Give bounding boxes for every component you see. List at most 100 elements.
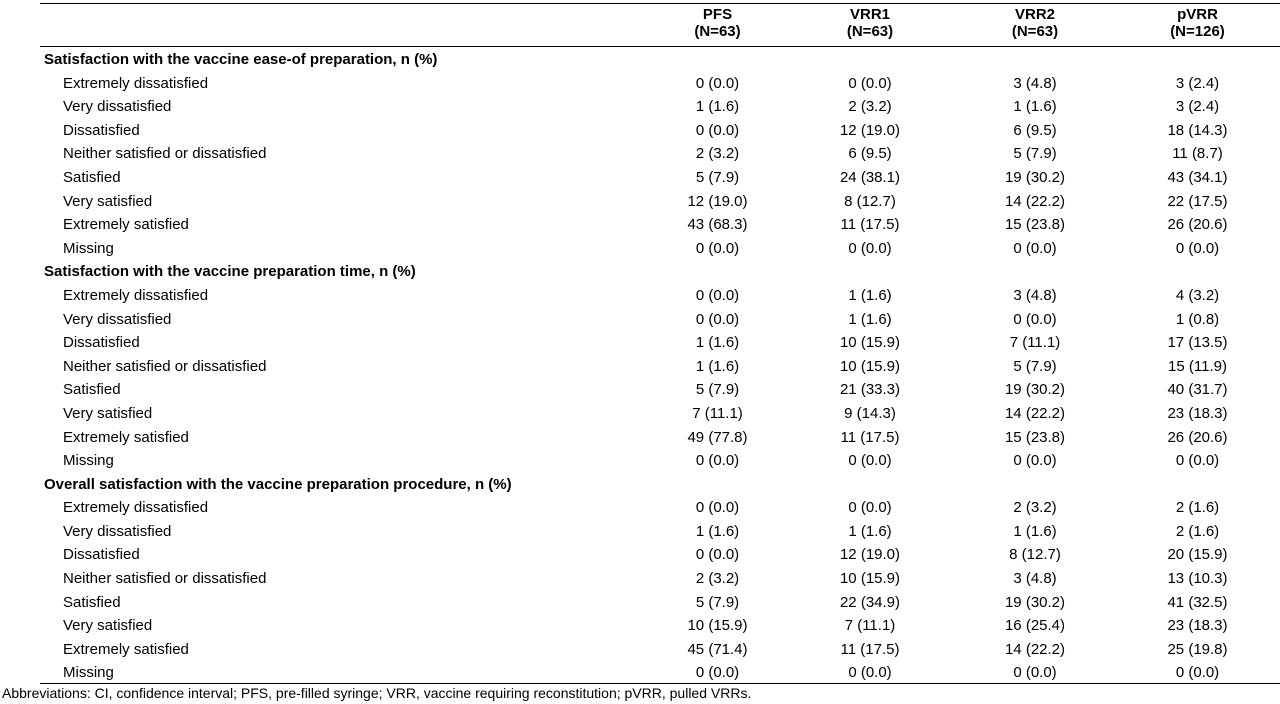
cell-value: 0 (0.0) xyxy=(1013,452,1057,470)
cell-value: 18 (14.3) xyxy=(1167,121,1228,139)
cell-value: 12 (19.0) xyxy=(839,546,901,564)
section-title: Satisfaction with the vaccine preparatio… xyxy=(44,263,416,281)
cell-value: 19 (30.2) xyxy=(1004,593,1066,611)
table-row: Extremely satisfied 49 (77.8) 11 (17.5) 15 … xyxy=(40,426,1280,450)
cell-value: 2 (1.6) xyxy=(1175,499,1220,517)
cell-value: 14 (22.2) xyxy=(1004,192,1066,210)
column-header-pvrr: pVRR (N=126) xyxy=(1115,4,1280,48)
cell-value: 19 (30.2) xyxy=(1004,168,1066,186)
cell-value: 3 (2.4) xyxy=(1175,74,1220,92)
row-label: Extremely satisfied xyxy=(63,428,189,446)
table-header-rule xyxy=(40,46,1280,47)
cell-value: 0 (0.0) xyxy=(1013,310,1057,328)
row-label: Missing xyxy=(63,664,114,682)
cell-value: 0 (0.0) xyxy=(695,286,740,304)
cell-value: 0 (0.0) xyxy=(848,452,892,470)
row-label: Neither satisfied or dissatisfied xyxy=(63,145,267,163)
header-row: PFS (N=63) VRR1 (N=63) VRR2 (N=63) pVRR … xyxy=(40,4,1280,48)
cell-value: 4 (3.2) xyxy=(1175,286,1220,304)
cell-value: 1 (1.6) xyxy=(848,310,892,328)
row-label: Dissatisfied xyxy=(63,546,140,564)
table-row: Extremely satisfied 43 (68.3) 11 (17.5) 15 … xyxy=(40,213,1280,237)
table-row: Satisfied 5 (7.9) 24 (38.1) 19 (30.2) 43 (34… xyxy=(40,166,1280,190)
column-header-pfs: PFS (N=63) xyxy=(650,4,785,48)
table-row: Very dissatisfied 1 (1.6) 1 (1.6) 1 (1.6) 2 … xyxy=(40,520,1280,544)
cell-value: 0 (0.0) xyxy=(695,310,740,328)
cell-value: 0 (0.0) xyxy=(1175,664,1220,682)
cell-value: 0 (0.0) xyxy=(848,664,892,682)
table-row: Neither satisfied or dissatisfied 2 (3.2)… xyxy=(40,142,1280,166)
table-row: Extremely dissatisfied 0 (0.0) 0 (0.0) 2 (3… xyxy=(40,496,1280,520)
row-label: Missing xyxy=(63,452,114,470)
satisfaction-table: PFS (N=63) VRR1 (N=63) VRR2 (N=63) pVRR … xyxy=(40,4,1280,685)
section-heading-row: Satisfaction with the vaccine preparatio… xyxy=(40,260,1280,284)
cell-value: 6 (9.5) xyxy=(848,145,892,163)
cell-value: 10 (15.9) xyxy=(839,357,901,375)
table-row: Dissatisfied 1 (1.6) 10 (15.9) 7 (11.1) 17 (… xyxy=(40,331,1280,355)
cell-value: 22 (34.9) xyxy=(839,593,901,611)
cell-value: 10 (15.9) xyxy=(839,334,901,352)
cell-value: 3 (4.8) xyxy=(1013,74,1057,92)
cell-value: 0 (0.0) xyxy=(695,239,740,257)
cell-value: 3 (4.8) xyxy=(1013,286,1057,304)
cell-value: 1 (1.6) xyxy=(1013,98,1057,116)
row-label: Very dissatisfied xyxy=(63,310,172,328)
cell-value: 5 (7.9) xyxy=(695,168,740,186)
row-label: Very satisfied xyxy=(63,192,153,210)
table-row: Extremely satisfied 45 (71.4) 11 (17.5) 14 … xyxy=(40,638,1280,662)
cell-value: 8 (12.7) xyxy=(844,192,896,210)
row-label: Missing xyxy=(63,239,114,257)
cell-value: 12 (19.0) xyxy=(839,121,901,139)
row-label: Dissatisfied xyxy=(63,121,140,139)
cell-value: 1 (1.6) xyxy=(695,98,740,116)
row-label: Extremely dissatisfied xyxy=(63,286,209,304)
column-name: VRR2 xyxy=(1014,6,1055,23)
row-label: Dissatisfied xyxy=(63,334,140,352)
column-name: pVRR xyxy=(1177,6,1218,23)
column-count: (N=63) xyxy=(1011,23,1059,40)
cell-value: 0 (0.0) xyxy=(1175,452,1220,470)
section-heading-row: Satisfaction with the vaccine ease-of pr… xyxy=(40,48,1280,72)
cell-value: 2 (1.6) xyxy=(1175,522,1220,540)
table-row: Very dissatisfied 1 (1.6) 2 (3.2) 1 (1.6) 3 … xyxy=(40,95,1280,119)
row-label: Extremely satisfied xyxy=(63,640,189,658)
table-bottom-rule xyxy=(40,683,1280,684)
row-label: Satisfied xyxy=(63,381,121,399)
cell-value: 12 (19.0) xyxy=(687,192,748,210)
cell-value: 2 (3.2) xyxy=(695,145,740,163)
cell-value: 21 (33.3) xyxy=(839,381,901,399)
cell-value: 8 (12.7) xyxy=(1009,546,1061,564)
cell-value: 15 (11.9) xyxy=(1168,357,1227,375)
table-row: Satisfied 5 (7.9) 21 (33.3) 19 (30.2) 40 (31… xyxy=(40,378,1280,402)
cell-value: 0 (0.0) xyxy=(695,546,740,564)
column-count: (N=63) xyxy=(846,23,894,40)
cell-value: 10 (15.9) xyxy=(839,570,901,588)
cell-value: 23 (18.3) xyxy=(1167,617,1228,635)
cell-value: 26 (20.6) xyxy=(1167,216,1228,234)
column-name: VRR1 xyxy=(849,6,890,23)
cell-value: 0 (0.0) xyxy=(848,239,892,257)
cell-value: 40 (31.7) xyxy=(1167,381,1228,399)
cell-value: 19 (30.2) xyxy=(1004,381,1066,399)
cell-value: 0 (0.0) xyxy=(695,452,740,470)
column-count: (N=126) xyxy=(1170,23,1225,40)
header-label-cell xyxy=(40,4,650,48)
cell-value: 13 (10.3) xyxy=(1167,570,1228,588)
cell-value: 0 (0.0) xyxy=(695,121,740,139)
row-label: Extremely dissatisfied xyxy=(63,74,209,92)
row-label: Very satisfied xyxy=(63,617,153,635)
cell-value: 5 (7.9) xyxy=(1013,357,1057,375)
cell-value: 6 (9.5) xyxy=(1013,121,1057,139)
cell-value: 0 (0.0) xyxy=(1175,239,1220,257)
table-row: Neither satisfied or dissatisfied 1 (1.6)… xyxy=(40,355,1280,379)
row-label: Very satisfied xyxy=(63,404,153,422)
table-row: Neither satisfied or dissatisfied 2 (3.2)… xyxy=(40,567,1280,591)
table-row: Dissatisfied 0 (0.0) 12 (19.0) 6 (9.5) 18 (1… xyxy=(40,119,1280,143)
column-name: PFS xyxy=(702,6,733,23)
column-header-vrr1: VRR1 (N=63) xyxy=(785,4,955,48)
cell-value: 1 (0.8) xyxy=(1175,310,1220,328)
cell-value: 43 (34.1) xyxy=(1167,168,1228,186)
cell-value: 24 (38.1) xyxy=(839,168,901,186)
cell-value: 0 (0.0) xyxy=(695,74,740,92)
